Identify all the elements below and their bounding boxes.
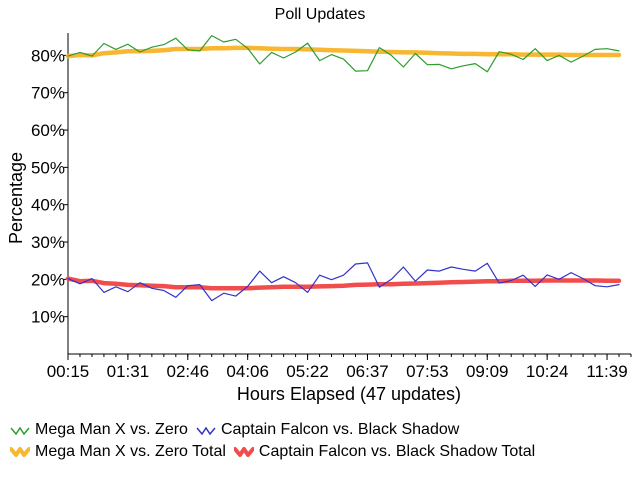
y-tick-label: 80% [31, 46, 65, 65]
x-tick-label: 00:15 [47, 362, 90, 381]
series-line-captain-falcon-vs-black-shadow [67, 262, 620, 302]
x-tick-label: 01:31 [107, 362, 150, 381]
legend-label: Mega Man X vs. Zero Total [35, 443, 226, 460]
legend-swatch-line [9, 447, 31, 457]
legend-label: Captain Falcon vs. Black Shadow [220, 421, 460, 438]
thin-zigzag-line-icon [10, 422, 30, 438]
x-axis-label: Hours Elapsed (47 updates) [237, 384, 461, 404]
legend-item-mega-man-x-vs-zero: Mega Man X vs. Zero [10, 419, 188, 441]
y-tick-label: 50% [31, 158, 65, 177]
legend-label: Mega Man X vs. Zero [35, 421, 188, 438]
x-tick-label: 07:53 [406, 362, 449, 381]
legend-row-1: Mega Man X vs. Zero Captain Falcon vs. B… [10, 419, 630, 441]
x-tick-label: 10:24 [526, 362, 569, 381]
y-tick-label: 30% [31, 233, 65, 252]
legend-item-captain-falcon-vs-black-shadow: Captain Falcon vs. Black Shadow [196, 419, 459, 441]
x-tick-label: 09:09 [466, 362, 509, 381]
x-tick-label: 06:37 [346, 362, 389, 381]
thin-zigzag-line-icon [196, 422, 216, 438]
y-tick-label: 20% [31, 270, 65, 289]
legend-item-mega-man-x-vs-zero-total: Mega Man X vs. Zero Total [9, 441, 226, 463]
thick-zigzag-line-icon [9, 444, 31, 460]
legend-row-2: Mega Man X vs. Zero Total Captain Falcon… [9, 441, 630, 463]
y-tick-label: 10% [31, 308, 65, 327]
x-tick-label: 05:22 [286, 362, 329, 381]
legend-swatch-line [10, 426, 30, 436]
y-tick-label: 60% [31, 121, 65, 140]
legend-item-captain-falcon-vs-black-shadow-total: Captain Falcon vs. Black Shadow Total [232, 441, 536, 463]
legend-swatch-line [232, 447, 255, 457]
chart-legend: Mega Man X vs. Zero Captain Falcon vs. B… [9, 419, 630, 463]
chart-axes: 10% 20% 30% 40% 50% 60% 70% 80% 00:15 01:31 02:46 0… [31, 33, 632, 381]
x-tick-label: 11:39 [586, 362, 627, 381]
thick-zigzag-line-icon [232, 444, 255, 460]
x-tick-label: 02:46 [167, 362, 210, 381]
chart-series-layer [65, 34, 622, 302]
y-tick-label: 40% [31, 196, 65, 215]
series-line-mega-man-x-vs-zero [67, 34, 620, 73]
legend-label: Captain Falcon vs. Black Shadow Total [258, 443, 536, 460]
y-axis-label: Percentage [6, 152, 26, 244]
series-line-mega-man-x-vs-zero-total [65, 45, 622, 59]
chart-title: Poll Updates [275, 6, 366, 23]
y-tick-label: 70% [31, 84, 65, 103]
legend-swatch-line [196, 426, 216, 436]
series-line-captain-falcon-vs-black-shadow-total [65, 276, 622, 291]
x-tick-label: 04:06 [226, 362, 269, 381]
